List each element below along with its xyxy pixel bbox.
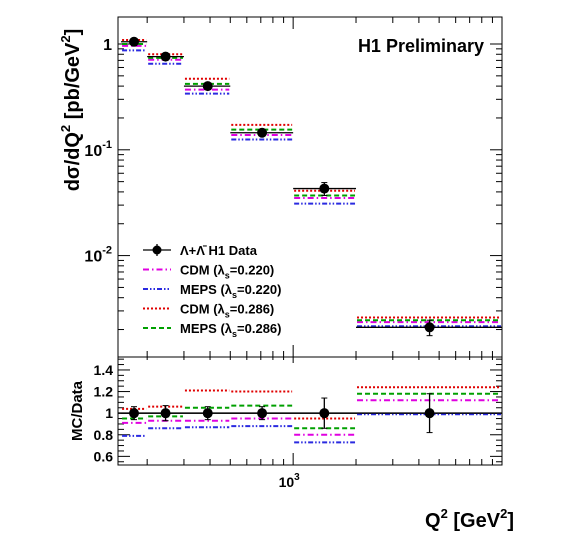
chart-title: H1 Preliminary [358, 36, 484, 56]
legend-marker-point [152, 245, 162, 255]
ratio-axis-label: MC/Data [69, 380, 86, 441]
y-axis-label: dσ/dQ2 [pb/GeV2] [58, 29, 84, 192]
ratio-data-point [257, 408, 268, 419]
top-y-tick-label: 10-1 [84, 139, 112, 160]
top-data-point [257, 127, 268, 138]
ratio-panel-frame [117, 356, 503, 466]
ratio-y-tick-label: 1.2 [94, 384, 114, 400]
ratio-y-tick-label: 0.8 [94, 427, 114, 443]
top-data-point [129, 36, 140, 47]
x-tick-label: 103 [279, 472, 301, 490]
top-data-point [424, 322, 435, 333]
legend-label: Λ+Λ̄ H1 Data [180, 243, 258, 258]
ratio-y-tick-label: 0.6 [94, 448, 114, 464]
ratio-data-point [319, 408, 330, 419]
top-y-tick-label: 1 [103, 37, 112, 54]
ratio-data-point [424, 408, 435, 419]
ratio-data-point [129, 408, 140, 419]
ratio-data-point [202, 408, 213, 419]
legend-label: CDM (λs=0.286) [180, 302, 274, 320]
top-data-point [160, 51, 171, 62]
top-data-point [319, 183, 330, 194]
ratio-data-point [160, 408, 171, 419]
legend-label: CDM (λs=0.220) [180, 263, 274, 281]
x-axis-label: Q2 [GeV2] [425, 506, 514, 532]
ratio-y-tick-label: 1 [105, 405, 113, 421]
legend-label: MEPS (λs=0.220) [180, 282, 281, 300]
top-data-point [202, 81, 213, 92]
legend-label: MEPS (λs=0.286) [180, 321, 281, 339]
ratio-y-tick-label: 1.4 [94, 362, 114, 378]
top-panel-frame [117, 16, 503, 358]
top-y-tick-label: 10-2 [84, 245, 112, 266]
